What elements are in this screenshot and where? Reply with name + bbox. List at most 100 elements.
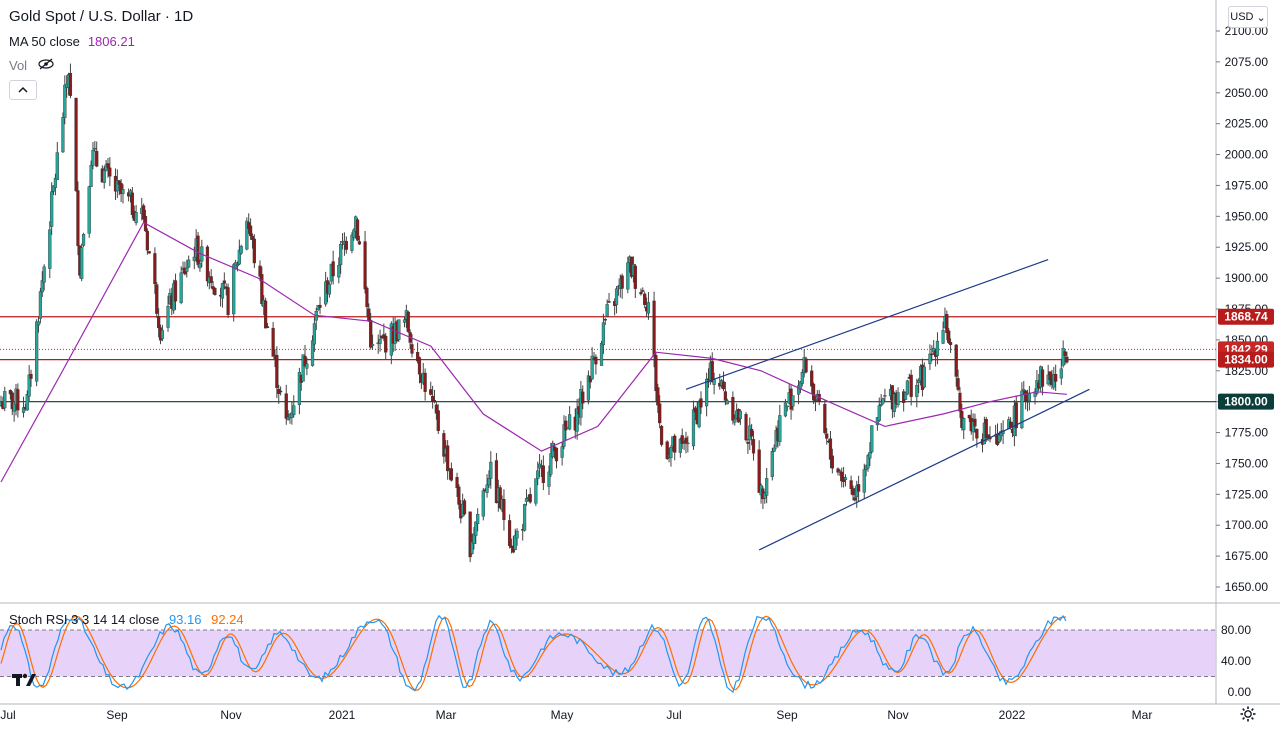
candle-body [967,414,971,419]
candle-body [560,446,564,458]
candle-body [279,390,283,393]
candle-body [948,342,953,345]
price-axis-label: 1650.00 [1225,580,1269,594]
candle-body [800,372,804,384]
candle-body [973,418,977,427]
candle-body [166,306,170,328]
candle-body [3,391,7,409]
tradingview-logo-icon[interactable] [10,668,40,692]
candle-body [903,392,908,400]
candle-body [731,397,735,421]
candle-body [432,400,437,402]
candle-body [455,477,459,489]
candle-body [36,321,41,326]
candle-body [487,478,491,486]
time-axis-label: May [551,708,574,722]
candle-body [568,414,572,430]
candle-body [81,234,86,246]
channel-upper-line[interactable] [685,259,1049,390]
eye-hidden-icon[interactable] [37,58,55,73]
candle-body [905,380,910,395]
candle-body [915,384,919,397]
candle-body [680,435,684,444]
candle-body [656,387,660,406]
candle-body [1040,369,1045,387]
candle-body [547,471,551,487]
currency-selector[interactable]: USD ⌄ [1228,6,1268,28]
price-axis-label: 1900.00 [1225,271,1269,285]
candle-body [626,262,630,290]
candle-body [102,170,106,183]
candle-body [733,418,737,423]
time-axis-label: Sep [106,708,128,722]
candle-body [1065,356,1069,363]
chevron-down-icon: ⌄ [1256,11,1266,24]
settings-gear-icon[interactable] [1239,705,1257,723]
candle-body [292,405,296,416]
candle-body [155,284,159,314]
candle-body [220,283,225,299]
currency-label: USD [1230,11,1254,23]
candle-body [252,238,256,264]
candle-body [481,490,485,517]
price-label-badge [1218,393,1274,410]
price-label-badge [1218,308,1274,325]
candle-body [449,468,453,481]
candle-body [830,455,834,469]
time-axis-label: 2021 [329,708,356,722]
stoch-axis-label: 40.00 [1221,654,1251,668]
candle-body [744,414,748,441]
candle-body [196,235,200,265]
stoch-axis-label: 0.00 [1228,685,1252,699]
candle-body [1061,348,1065,366]
candle-body [721,381,726,390]
candle-body [659,425,664,445]
time-axis-label: Mar [1132,708,1153,722]
candle-body [607,301,611,303]
stoch-label: Stoch RSI 3 3 14 14 close [9,612,160,627]
candle-body [947,330,951,343]
candle-body [868,452,872,459]
candle-body [344,241,348,250]
vol-label: Vol [9,58,28,73]
candle-body [778,415,782,442]
candle-body [962,417,966,431]
candle-body [239,246,243,254]
symbol-title[interactable]: Gold Spot / U.S. Dollar · 1D [9,8,194,25]
candle-body [770,451,774,477]
candle-body [928,353,932,365]
price-axis-label: 2000.00 [1225,148,1269,162]
candle-body [883,395,887,397]
price-axis-label: 1675.00 [1225,549,1269,563]
candle-body [357,241,362,245]
candle-body [235,264,240,267]
volume-legend[interactable]: Vol [9,58,55,73]
candle-body [476,514,480,524]
candle-body [639,291,643,295]
ma-legend[interactable]: MA 50 close 1806.21 [9,34,135,49]
candle-body [594,356,598,365]
candle-body [153,253,157,285]
candle-body [10,392,14,410]
candle-body [641,290,645,292]
price-axis-label: 1925.00 [1225,240,1269,254]
candle-body [772,447,776,452]
candle-body [765,478,769,496]
candle-body [528,494,532,503]
candle-body [652,300,656,357]
candle-body [975,428,979,439]
candle-body [130,192,134,215]
channel-lower-line[interactable] [758,388,1090,551]
candle-body [954,344,958,377]
time-axis-label: Jul [666,708,681,722]
candle-body [350,234,354,251]
candle-body [870,425,874,453]
candle-body [1054,373,1058,382]
collapse-legend-button[interactable] [9,80,37,100]
stoch-rsi-legend[interactable]: Stoch RSI 3 3 14 14 close 93.16 92.24 [9,612,244,627]
time-axis-label: 2022 [999,708,1026,722]
candle-body [590,355,594,380]
price-axis-label: 2075.00 [1225,55,1269,69]
